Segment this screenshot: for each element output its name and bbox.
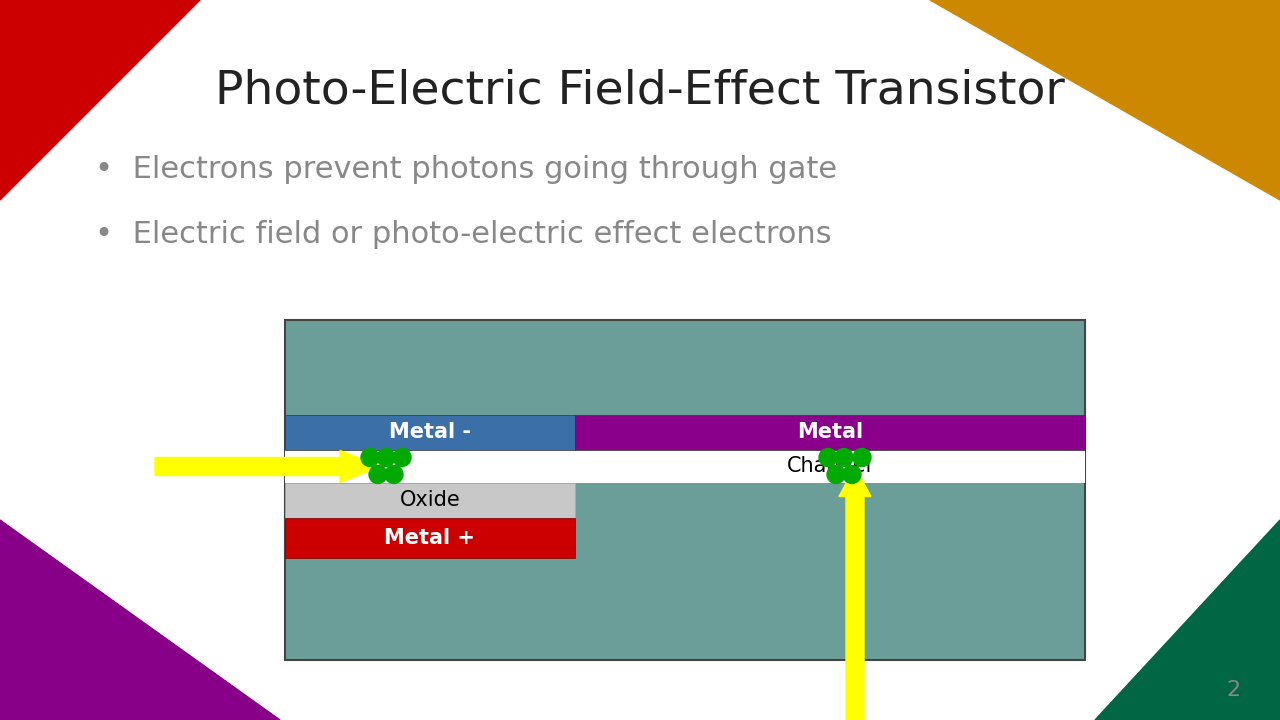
- Text: Metal -: Metal -: [389, 423, 471, 443]
- Circle shape: [844, 466, 861, 484]
- FancyArrow shape: [838, 467, 870, 720]
- Bar: [285, 518, 575, 558]
- Circle shape: [852, 449, 870, 467]
- Polygon shape: [931, 0, 1280, 200]
- Circle shape: [378, 449, 396, 467]
- Text: Channel: Channel: [787, 456, 873, 477]
- Text: Photo-Electric Field-Effect Transistor: Photo-Electric Field-Effect Transistor: [215, 68, 1065, 113]
- Circle shape: [827, 466, 845, 484]
- Polygon shape: [0, 0, 200, 200]
- Bar: [285, 450, 1085, 483]
- Circle shape: [369, 466, 387, 484]
- Text: Metal: Metal: [797, 423, 863, 443]
- Polygon shape: [0, 520, 280, 720]
- Polygon shape: [1094, 520, 1280, 720]
- Circle shape: [835, 449, 852, 467]
- Circle shape: [361, 449, 379, 467]
- Text: •  Electric field or photo-electric effect electrons: • Electric field or photo-electric effec…: [95, 220, 832, 249]
- Bar: [285, 320, 1085, 660]
- Circle shape: [385, 466, 403, 484]
- Circle shape: [819, 449, 837, 467]
- FancyArrow shape: [155, 451, 380, 482]
- Text: •  Electrons prevent photons going through gate: • Electrons prevent photons going throug…: [95, 155, 837, 184]
- Circle shape: [393, 449, 411, 467]
- Bar: [285, 415, 575, 450]
- Text: Metal +: Metal +: [384, 528, 475, 548]
- Bar: [575, 415, 1085, 450]
- Text: 2: 2: [1226, 680, 1240, 700]
- Text: Oxide: Oxide: [399, 490, 461, 510]
- Bar: [285, 483, 575, 518]
